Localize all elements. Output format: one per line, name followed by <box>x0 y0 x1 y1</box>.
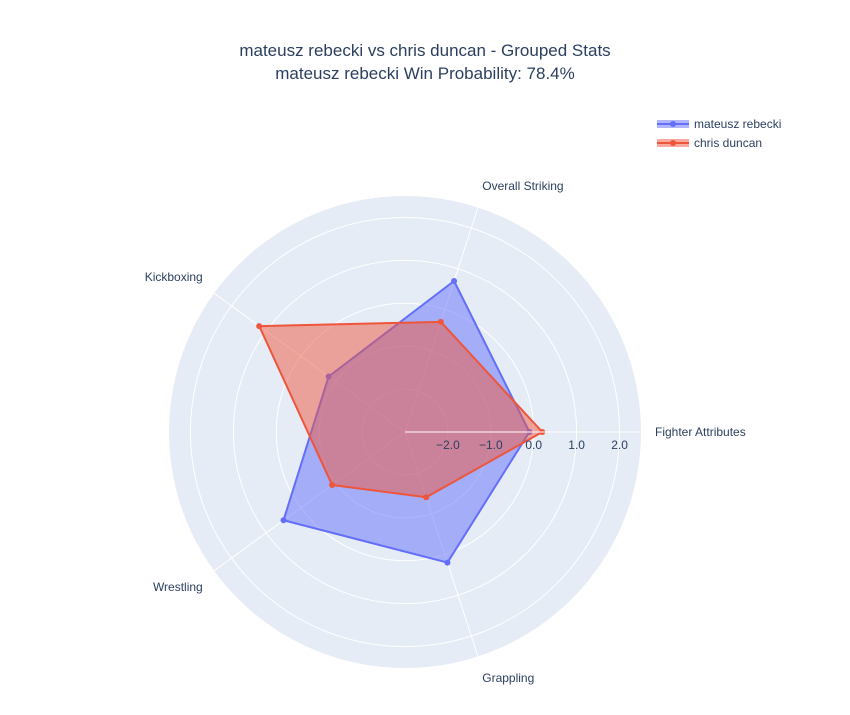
legend-label-series-0: mateusz rebecki <box>694 116 782 131</box>
radial-tick-label-1: −1.0 <box>479 438 503 452</box>
radial-tick-label-0: −2.0 <box>436 438 460 452</box>
legend-label-series-1: chris duncan <box>694 135 763 150</box>
legend-item-series-0[interactable]: mateusz rebecki <box>656 114 781 133</box>
data-point-series-1-2[interactable] <box>256 323 263 330</box>
legend-swatch-series-0 <box>657 119 689 128</box>
legend-swatch-series-1 <box>657 138 689 147</box>
angular-axis-label-4: Grappling <box>482 671 534 685</box>
legend-item-series-1[interactable]: chris duncan <box>656 133 781 152</box>
radial-tick-label-4: 2.0 <box>611 438 628 452</box>
series-area-1 <box>258 320 544 499</box>
angular-axis-label-3: Wrestling <box>153 580 203 594</box>
radial-tick-label-2: 0.0 <box>525 438 542 452</box>
data-point-series-0-4[interactable] <box>444 559 451 566</box>
chart-title: mateusz rebecki vs chris duncan - Groupe… <box>239 41 611 60</box>
chart-subtitle: mateusz rebecki Win Probability: 78.4% <box>275 64 575 83</box>
angular-axis-label-2: Kickboxing <box>145 270 203 284</box>
angular-axis-label-0: Fighter Attributes <box>655 425 746 439</box>
data-point-series-0-3[interactable] <box>280 517 287 524</box>
data-point-series-1-3[interactable] <box>329 481 336 488</box>
radial-tick-label-3: 1.0 <box>568 438 585 452</box>
legend: mateusz rebecki chris duncan <box>656 114 781 152</box>
data-point-series-1-4[interactable] <box>423 494 430 501</box>
angular-axis-label-1: Overall Striking <box>482 179 563 193</box>
data-point-series-1-1[interactable] <box>437 318 444 325</box>
data-point-series-0-1[interactable] <box>451 278 458 285</box>
